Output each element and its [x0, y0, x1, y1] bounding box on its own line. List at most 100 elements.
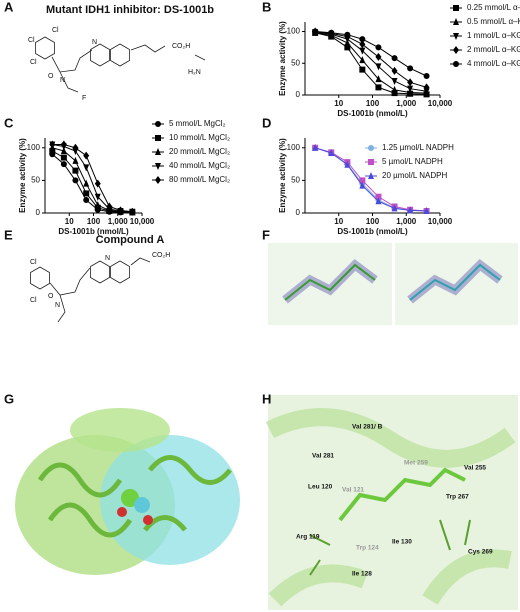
legend-label: 2 mmol/L α–KG — [467, 45, 520, 54]
x-tick-label: 100 — [366, 99, 380, 108]
atom-label: N — [60, 77, 65, 84]
legend-label: 1 mmol/L α–KG — [467, 31, 520, 40]
y-tick-label: 100 — [287, 27, 301, 36]
data-point — [117, 206, 124, 215]
series-line — [315, 32, 427, 94]
residue-label: Val 281/ B — [352, 424, 383, 431]
series-line — [315, 147, 427, 212]
bond — [90, 43, 110, 67]
data-point — [83, 179, 90, 187]
data-point — [72, 177, 79, 184]
atom-label: N — [55, 302, 60, 309]
x-tick-label: 1,000 — [108, 217, 129, 226]
atom-label: H₂N — [188, 69, 201, 76]
data-point — [328, 29, 335, 36]
legend-marker — [453, 5, 459, 11]
data-point — [72, 167, 79, 174]
data-point — [407, 85, 414, 93]
atom-label: O — [48, 293, 54, 300]
residue-label: Ile 128 — [352, 571, 372, 578]
data-point — [375, 197, 382, 205]
y-axis-label: Enzyme activity (%) — [278, 138, 287, 213]
data-point — [49, 148, 56, 155]
density-maps-g — [268, 243, 518, 325]
legend-label: 10 mmol/L MgCl₂ — [169, 133, 230, 142]
x-tick-label: 1,000 — [396, 99, 417, 108]
data-point — [359, 177, 366, 184]
atom-label: Cl — [30, 59, 37, 66]
data-point — [391, 55, 398, 62]
data-point — [49, 140, 56, 149]
legend-marker — [155, 135, 161, 141]
data-point — [423, 83, 430, 92]
protein-structure-f — [15, 408, 240, 575]
x-tick-label: 10 — [334, 217, 343, 226]
data-point — [391, 78, 398, 86]
x-axis-label: DS-1001b (nmol/L) — [337, 109, 408, 118]
y-tick-label: 50 — [291, 176, 300, 185]
legend-label: 20 µmol/L NADPH — [382, 171, 447, 180]
bond — [90, 260, 110, 284]
bond — [35, 36, 55, 60]
data-point — [391, 85, 398, 93]
x-axis-label: DS-1001b (nmol/L) — [58, 227, 129, 236]
x-tick-label: 10 — [334, 99, 343, 108]
data-point — [83, 151, 90, 160]
y-tick-label: 50 — [31, 176, 40, 185]
data-point — [407, 206, 414, 214]
x-tick-label: 10,000 — [428, 217, 453, 226]
legend-marker — [453, 46, 459, 54]
data-point — [375, 75, 382, 83]
atom-label: Cl — [28, 37, 35, 44]
x-axis-label: DS-1001b (nmol/L) — [337, 227, 408, 236]
legend-label: 80 mmol/L MgCl₂ — [169, 175, 230, 184]
legend-marker — [368, 159, 374, 165]
data-point — [391, 204, 398, 212]
y-tick-label: 0 — [296, 208, 301, 217]
data-point — [312, 28, 319, 35]
residue-label: Ile 130 — [392, 539, 412, 546]
legend-label: 0.5 mmol/L α–KG — [467, 17, 520, 26]
data-point — [423, 207, 430, 215]
bond — [49, 257, 151, 323]
legend-label: 20 mmol/L MgCl₂ — [169, 147, 230, 156]
atom-label: CO₂H — [152, 252, 170, 259]
y-tick-label: 50 — [291, 58, 300, 67]
residue-label: Leu 120 — [308, 484, 333, 491]
data-point — [423, 72, 430, 79]
y-axis-label: Enzyme activity (%) — [18, 138, 27, 213]
legend-marker — [368, 145, 374, 151]
data-point — [106, 202, 113, 211]
data-point — [72, 143, 79, 152]
data-point — [359, 181, 366, 189]
legend-marker — [453, 18, 459, 25]
residue-label: Arg 119 — [296, 534, 320, 541]
atom-label: N — [105, 255, 110, 262]
data-point — [60, 147, 67, 155]
atom-label: Cl — [30, 259, 37, 266]
data-point — [312, 143, 319, 151]
data-point — [83, 196, 90, 203]
panel-letter: E — [4, 227, 13, 242]
data-point — [60, 154, 67, 161]
residue-label: Val 281 — [312, 453, 334, 460]
atom-label: Cl — [52, 27, 59, 34]
atom-label: CO₂H — [172, 43, 190, 50]
residue-label: Trp 124 — [356, 545, 379, 552]
residue-label: Trp 267 — [446, 494, 469, 501]
legend-label: 40 mmol/L MgCl₂ — [169, 161, 230, 170]
y-tick-label: 0 — [36, 208, 41, 217]
panel-letter: A — [4, 0, 14, 14]
bond — [30, 266, 50, 290]
data-point — [391, 90, 398, 97]
data-point — [359, 40, 366, 49]
y-tick-label: 100 — [27, 143, 41, 152]
bond — [110, 260, 130, 284]
binding-site-h — [265, 395, 518, 610]
panel-letter: B — [262, 0, 271, 14]
legend-marker — [368, 172, 374, 179]
legend-marker — [155, 176, 161, 184]
x-tick-label: 1,000 — [396, 217, 417, 226]
panel-letter: F — [262, 227, 270, 242]
